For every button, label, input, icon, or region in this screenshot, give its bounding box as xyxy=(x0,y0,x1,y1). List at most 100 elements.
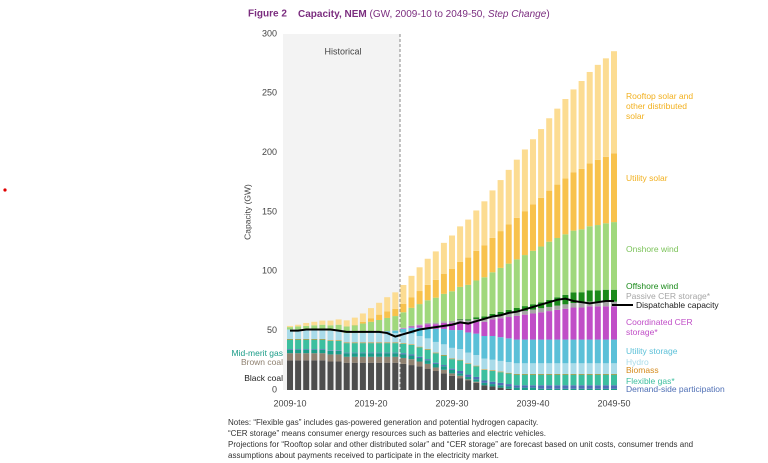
bar-segment xyxy=(505,362,512,373)
bar-segment xyxy=(408,327,415,334)
bar-segment xyxy=(546,311,553,340)
bar-segment xyxy=(319,338,326,340)
bar-segment xyxy=(424,359,431,361)
bar-segment xyxy=(335,340,342,351)
bar-segment xyxy=(473,382,480,390)
bar-segment xyxy=(400,303,407,313)
note: Notes: “Flexible gas” includes gas-power… xyxy=(228,418,539,427)
bar-segment xyxy=(416,291,423,305)
bar-segment xyxy=(602,301,609,307)
bar-segment xyxy=(578,168,585,230)
bar-segment xyxy=(489,371,496,382)
bar-segment xyxy=(457,286,464,319)
bar-segment xyxy=(497,387,504,390)
bar-segment xyxy=(530,385,536,388)
bar-segment xyxy=(530,309,536,314)
bar-segment xyxy=(546,339,553,364)
legend-label: Utility solar xyxy=(626,173,668,183)
legend-label: Black coal xyxy=(244,373,283,383)
bar-segment xyxy=(489,359,496,371)
bar-segment xyxy=(602,223,609,290)
bar-segment xyxy=(465,379,472,381)
bar-segment xyxy=(562,339,569,364)
bar-segment xyxy=(311,349,318,354)
bar-segment xyxy=(594,159,601,226)
bar-segment xyxy=(295,324,302,327)
bar-segment xyxy=(311,329,318,339)
bar-segment xyxy=(530,139,536,205)
bar-segment xyxy=(473,321,480,334)
bar-segment xyxy=(400,284,407,304)
bar-segment xyxy=(432,362,439,364)
bar-segment xyxy=(586,388,593,390)
bar-segment xyxy=(505,388,512,390)
bar-segment xyxy=(392,333,399,343)
bar-segment xyxy=(594,373,601,375)
bar-segment xyxy=(432,297,439,323)
bar-segment xyxy=(392,330,399,334)
bar-segment xyxy=(359,356,366,363)
bar-segment xyxy=(538,374,545,386)
bar-segment xyxy=(546,306,553,312)
bar-segment xyxy=(416,357,423,362)
legend-label: Coordinated CER storage* xyxy=(626,317,693,337)
bar-segment xyxy=(481,316,488,319)
bar-segment xyxy=(521,374,528,386)
bar-segment xyxy=(440,355,447,366)
bar-segment xyxy=(416,356,423,358)
bar-segment xyxy=(295,326,302,330)
bar-segment xyxy=(432,251,439,280)
bar-segment xyxy=(473,379,480,382)
bar-segment xyxy=(351,333,358,343)
bar-segment xyxy=(594,306,601,340)
bar-segment xyxy=(343,343,350,353)
x-tick-label: 2049-50 xyxy=(597,398,630,408)
bar-segment xyxy=(611,301,617,307)
bar-segment xyxy=(327,350,334,355)
bar-segment xyxy=(578,339,585,364)
bar-segment xyxy=(578,307,585,340)
bar-segment xyxy=(392,356,399,363)
bar-segment xyxy=(311,360,318,390)
bar-segment xyxy=(586,363,593,374)
bar-segment xyxy=(611,222,617,290)
bar-segment xyxy=(359,343,366,353)
bar-segment xyxy=(384,356,391,363)
bar-segment xyxy=(602,306,609,340)
bar-segment xyxy=(538,339,545,364)
bar-segment xyxy=(578,229,585,293)
bar-segment xyxy=(368,333,374,343)
bar-segment xyxy=(611,373,617,375)
bar-segment xyxy=(449,320,455,323)
bar-segment xyxy=(449,369,455,374)
bar-segment xyxy=(424,258,431,285)
bar-segment xyxy=(359,362,366,390)
bar-segment xyxy=(465,320,472,323)
bar-segment xyxy=(368,343,374,353)
bar-segment xyxy=(562,304,569,309)
bar-segment xyxy=(424,368,431,390)
bar-segment xyxy=(384,343,391,353)
x-tick-label: 2009-10 xyxy=(273,398,306,408)
bar-segment xyxy=(351,325,358,334)
bar-segment xyxy=(319,353,326,361)
bar-segment xyxy=(465,284,472,320)
bar-segment xyxy=(416,347,423,357)
bar-segment xyxy=(521,339,528,364)
title: Capacity, NEM xyxy=(298,9,367,20)
bar-segment xyxy=(602,156,609,224)
bar-segment xyxy=(303,338,310,340)
bar-segment xyxy=(465,322,472,333)
bar-segment xyxy=(489,336,496,360)
bar-segment xyxy=(530,363,536,374)
bar-segment xyxy=(530,250,536,305)
legend-label: Hydro xyxy=(626,357,649,367)
bar-segment xyxy=(594,385,601,389)
note: assumptions about payments received to p… xyxy=(228,451,499,460)
bar-segment xyxy=(513,387,520,390)
bar-segment xyxy=(586,385,593,389)
bar-segment xyxy=(368,352,374,354)
bar-segment xyxy=(351,317,358,325)
bar-segment xyxy=(546,385,553,389)
bar-segment xyxy=(424,360,431,364)
